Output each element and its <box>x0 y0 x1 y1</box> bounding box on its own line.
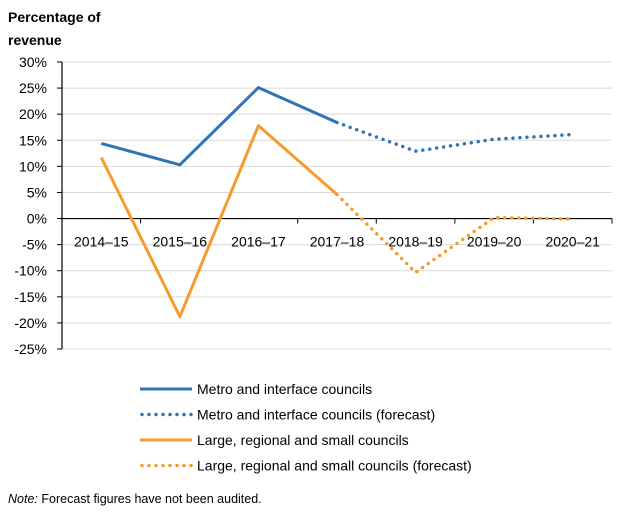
y-tick-label: -15% <box>14 289 47 305</box>
chart-note: Note: Forecast figures have not been aud… <box>8 492 262 506</box>
y-tick-label: 30% <box>19 54 47 70</box>
y-axis: 30% 25% 20% 15% 10% 5% 0% -5% -10% -15% -20% -25% <box>14 54 63 357</box>
series-lines <box>99 86 575 319</box>
y-axis-title-line-1: Percentage of <box>8 9 101 25</box>
series-line-large-regional-and-small-councils-forecast <box>335 192 575 275</box>
series-line-metro-and-interface-councils <box>100 86 338 167</box>
y-tick-label: 5% <box>27 184 47 200</box>
series-line-large-regional-and-small-councils <box>99 124 338 319</box>
series-line-metro-and-interface-councils-forecast <box>335 120 575 153</box>
y-tick-label: -10% <box>14 263 47 279</box>
x-tick-label: 2014–15 <box>74 234 129 250</box>
x-tick-label: 2018–19 <box>388 234 443 250</box>
y-axis-title-line-2: revenue <box>8 32 62 48</box>
y-tick-label: -25% <box>14 341 47 357</box>
y-axis-title: Percentage of revenue <box>8 9 101 48</box>
x-tick-label: 2015–16 <box>153 234 208 250</box>
y-tick-label: 0% <box>27 211 47 227</box>
legend-label: Large, regional and small councils (fore… <box>197 458 472 474</box>
x-tick-label: 2017–18 <box>310 234 365 250</box>
y-tick-label: 25% <box>19 80 47 96</box>
gridlines <box>62 61 612 350</box>
x-tick-label: 2020–21 <box>545 234 600 250</box>
x-tick-label: 2016–17 <box>231 234 286 250</box>
x-tick-label: 2019–20 <box>467 234 522 250</box>
legend-label: Metro and interface councils (forecast) <box>197 407 435 423</box>
y-tick-label: -5% <box>22 237 47 253</box>
y-tick-label: 15% <box>19 132 47 148</box>
y-tick-label: -20% <box>14 315 47 331</box>
note-text: Forecast figures have not been audited. <box>37 492 262 506</box>
y-tick-label: 20% <box>19 106 47 122</box>
legend-label: Large, regional and small councils <box>197 432 409 448</box>
y-tick-label: 10% <box>19 158 47 174</box>
legend: Metro and interface councils Metro and in… <box>140 381 472 474</box>
legend-label: Metro and interface councils <box>197 381 372 397</box>
note-prefix: Note: <box>8 492 38 506</box>
